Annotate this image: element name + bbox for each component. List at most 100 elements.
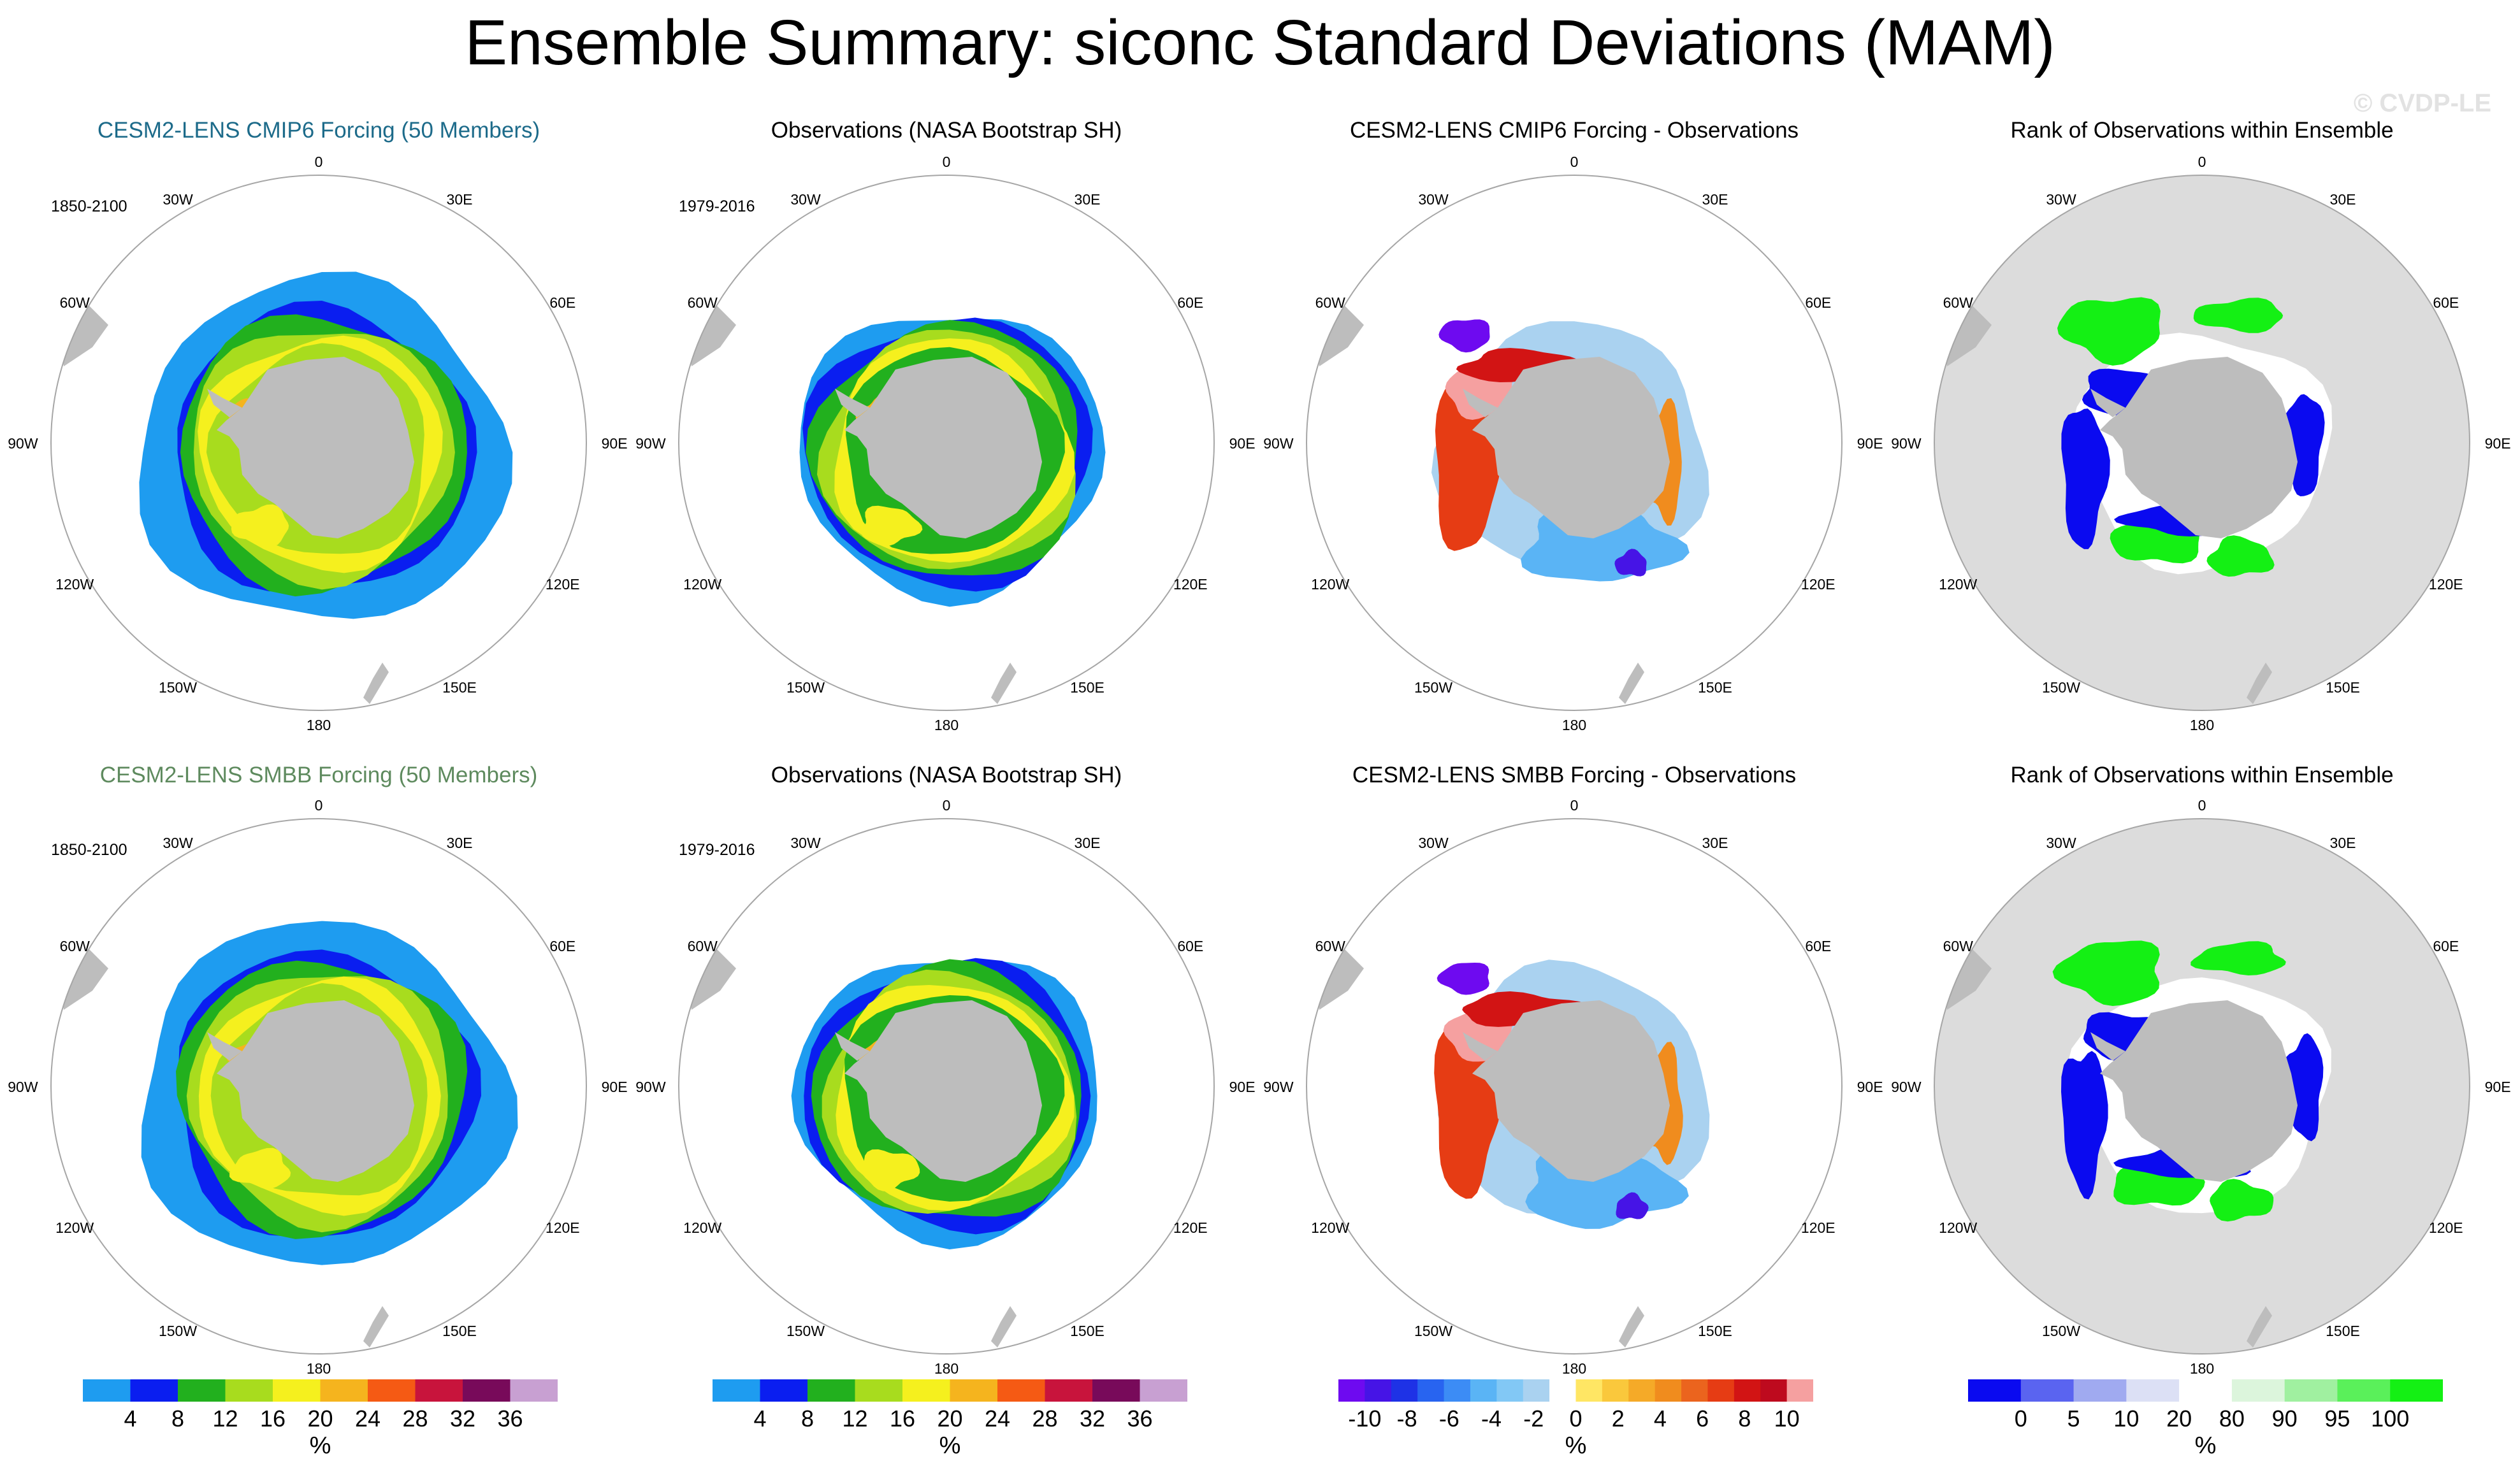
ice-std-patch: [862, 1149, 920, 1191]
longitude-label: 120W: [1311, 1219, 1349, 1236]
longitude-label: 0: [315, 797, 323, 814]
longitude-label: 90E: [2485, 435, 2511, 452]
colorbar-swatch: [2284, 1379, 2338, 1402]
colorbar-swatch: [1365, 1379, 1392, 1402]
longitude-label: 90W: [8, 435, 38, 452]
longitude-label: 150E: [1070, 679, 1104, 696]
colorbar-swatch: [1575, 1379, 1603, 1402]
polar-map-std: 0 30E 60E 90E 120E 150E 180 150W 120W 90W 60W 30W: [635, 797, 1255, 1377]
colorbar-swatch: [2179, 1379, 2233, 1402]
longitude-label: 120W: [1311, 576, 1349, 593]
longitude-label: 90E: [1229, 435, 1256, 452]
diff-patch: [1438, 319, 1490, 353]
ice-std-patch: [861, 505, 923, 546]
antarctic-peninsula: [207, 389, 242, 417]
colorbar-swatch: [1968, 1379, 2022, 1402]
panel-title: Rank of Observations within Ensemble: [2010, 118, 2394, 143]
longitude-label: 60E: [2433, 294, 2459, 311]
longitude-label: 30W: [790, 191, 821, 208]
longitude-label: 60W: [1315, 294, 1346, 311]
longitude-label: 60E: [549, 294, 576, 311]
rank-patch: [2210, 1179, 2274, 1222]
colorbar-tick-label: 0: [1569, 1405, 1582, 1432]
longitude-label: 30E: [1075, 191, 1101, 208]
colorbar-tick-label: 10: [2113, 1405, 2140, 1432]
antarctica-landmass: [1472, 357, 1670, 538]
antarctic-peninsula: [1463, 389, 1498, 417]
longitude-label: 180: [307, 1360, 331, 1377]
longitude-label: 30W: [163, 835, 193, 851]
colorbar-tick-label: 28: [402, 1405, 428, 1432]
panel-title: Rank of Observations within Ensemble: [2010, 763, 2394, 787]
colorbar-tick-label: 20: [307, 1405, 333, 1432]
period-label: 1979-2016: [679, 198, 755, 215]
panel-title: CESM2-LENS SMBB Forcing - Observations: [1352, 763, 1797, 787]
antarctic-peninsula: [207, 1032, 242, 1061]
colorbar-tick-label: 32: [1079, 1405, 1106, 1432]
longitude-label: 60W: [688, 294, 718, 311]
colorbar-swatch: [1707, 1379, 1735, 1402]
colorbar-swatch: [1092, 1379, 1140, 1402]
longitude-label: 120W: [683, 576, 721, 593]
longitude-label: 150W: [786, 1323, 825, 1339]
longitude-label: 60W: [688, 938, 718, 954]
polar-map-std: 0 30E 60E 90E 120E 150E 180 150W 120W 90W 60W 30W: [8, 797, 627, 1377]
longitude-label: 60W: [60, 938, 91, 954]
colorbar-tick-label: 20: [937, 1405, 963, 1432]
map-boundary-circle: [678, 818, 1215, 1355]
longitude-label: 90E: [2485, 1079, 2511, 1095]
colorbar-tick-label: 36: [497, 1405, 523, 1432]
longitude-label: 150W: [159, 1323, 197, 1339]
colorbar-swatch: [83, 1379, 131, 1402]
longitude-label: 30E: [2330, 191, 2356, 208]
colorbar-unit-label: %: [939, 1432, 961, 1459]
longitude-label: 60W: [1943, 294, 1974, 311]
colorbar-swatch: [2390, 1379, 2443, 1402]
colorbar-swatch: [2020, 1379, 2075, 1402]
longitude-label: 90E: [602, 435, 628, 452]
period-label: 1850-2100: [51, 198, 127, 215]
colorbar-tick-label: 36: [1127, 1405, 1153, 1432]
longitude-label: 0: [1570, 154, 1579, 170]
colorbar-swatch: [178, 1379, 226, 1402]
colorbar-swatch: [2231, 1379, 2285, 1402]
antarctic-peninsula: [835, 1032, 870, 1061]
longitude-label: 90E: [602, 1079, 628, 1095]
longitude-label: 90E: [1229, 1079, 1256, 1095]
colorbar-tick-label: 90: [2271, 1405, 2298, 1432]
diff-patch: [1437, 963, 1489, 995]
colorbar-swatch: [510, 1379, 558, 1402]
colorbar-swatch: [760, 1379, 808, 1402]
colorbar-swatch: [902, 1379, 950, 1402]
diff-patch: [1616, 1192, 1649, 1219]
map-boundary-circle: [1934, 175, 2470, 711]
antarctica-landmass: [217, 1000, 414, 1182]
panel-title: CESM2-LENS CMIP6 Forcing - Observations: [1349, 118, 1799, 143]
longitude-label: 180: [2190, 717, 2214, 733]
longitude-label: 60W: [1315, 938, 1346, 954]
longitude-label: 120W: [55, 576, 94, 593]
longitude-label: 120E: [1801, 576, 1836, 593]
colorbar-swatch: [713, 1379, 760, 1402]
colorbar-unit-label: %: [2194, 1432, 2217, 1459]
longitude-label: 60E: [1805, 294, 1831, 311]
colorbar-swatch: [1444, 1379, 1471, 1402]
colorbar-swatch: [2126, 1379, 2180, 1402]
longitude-label: 120W: [1939, 1219, 1977, 1236]
colorbar-tick-label: 16: [259, 1405, 286, 1432]
antarctic-peninsula: [2090, 389, 2125, 417]
antarctica-landmass: [217, 357, 414, 538]
colorbar-tick-label: 8: [1738, 1405, 1751, 1432]
period-label: 1850-2100: [51, 841, 127, 859]
new-zealand-landmass: [363, 663, 389, 704]
longitude-label: 60W: [60, 294, 91, 311]
longitude-label: 30W: [790, 835, 821, 851]
longitude-label: 90W: [1891, 435, 1922, 452]
longitude-label: 120W: [1939, 576, 1977, 593]
map-boundary-circle: [50, 818, 587, 1355]
colorbar-tick-label: 2: [1611, 1405, 1625, 1432]
longitude-label: 150E: [1698, 1323, 1732, 1339]
longitude-label: 0: [2198, 154, 2206, 170]
longitude-label: 150E: [442, 679, 477, 696]
polar-map-diff: 0 30E 60E 90E 120E 150E 180 150W 120W 90W 60W 30W: [1263, 154, 1883, 733]
